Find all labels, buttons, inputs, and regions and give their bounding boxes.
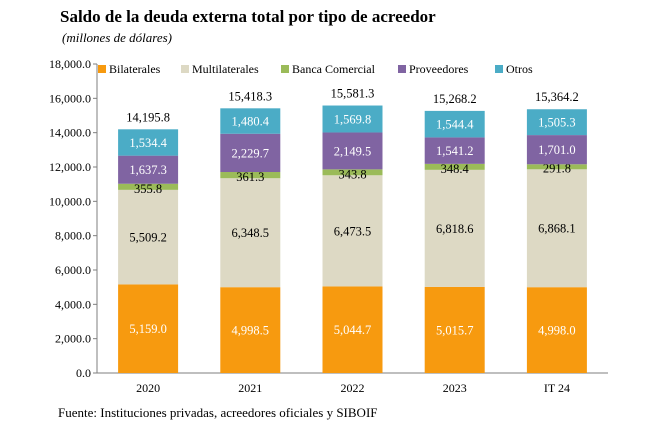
total-label: 15,364.2 [535, 90, 579, 104]
legend-label: Bilaterales [109, 62, 161, 76]
bar-segment [526, 164, 587, 170]
total-label: 15,268.2 [433, 92, 477, 106]
y-tick-label: 10,000.0 [49, 194, 91, 208]
legend-swatch [398, 65, 406, 73]
data-label: 1,480.4 [232, 115, 270, 129]
bar-segment [424, 110, 485, 138]
x-tick-label: 2020 [136, 381, 160, 395]
data-label: 1,569.8 [334, 112, 372, 126]
data-label: 355.8 [134, 182, 162, 196]
chart-subtitle: (millones de dólares) [62, 30, 172, 45]
bar-segment [118, 183, 179, 190]
y-tick-label: 4,000.0 [55, 297, 91, 311]
data-label: 6,473.5 [334, 224, 372, 238]
data-label: 6,818.6 [436, 222, 474, 236]
x-tick-label: 2022 [341, 381, 365, 395]
data-label: 5,015.7 [436, 323, 474, 337]
bar-segment [322, 132, 383, 170]
y-tick-label: 6,000.0 [55, 263, 91, 277]
bar-segment [526, 135, 587, 165]
legend-swatch [495, 65, 503, 73]
bar-segment [118, 189, 179, 285]
bar-segment [322, 169, 383, 176]
y-tick-label: 12,000.0 [49, 160, 91, 174]
y-tick-label: 8,000.0 [55, 229, 91, 243]
y-tick-label: 14,000.0 [49, 126, 91, 140]
bar-segment [322, 105, 383, 133]
bar-segment [220, 178, 281, 288]
legend-label: Proveedores [409, 62, 469, 76]
y-tick-label: 16,000.0 [49, 91, 91, 105]
bar-segment [322, 286, 383, 373]
chart-title: Saldo de la deuda externa total por tipo… [60, 7, 436, 26]
data-label: 1,534.4 [129, 136, 167, 150]
legend-label: Banca Comercial [292, 62, 376, 76]
legend-swatch [281, 65, 289, 73]
total-label: 15,581.3 [331, 87, 375, 101]
data-label: 1,541.2 [436, 144, 474, 158]
y-tick-label: 0.0 [76, 366, 91, 380]
data-label: 6,868.1 [538, 222, 576, 236]
bar-segment [526, 169, 587, 288]
bar-segment [424, 137, 485, 164]
bar-segment [424, 169, 485, 287]
chart-source: Fuente: Instituciones privadas, acreedor… [58, 405, 378, 420]
data-label: 1,544.4 [436, 118, 474, 132]
total-label: 15,418.3 [228, 89, 272, 103]
data-label: 348.4 [441, 162, 470, 176]
bar-segment [118, 284, 179, 373]
data-label: 2,149.5 [334, 144, 372, 158]
bar-segment [220, 133, 281, 173]
bar-segment [424, 286, 485, 373]
legend-swatch [98, 65, 106, 73]
data-label: 5,159.0 [129, 322, 167, 336]
data-label: 343.8 [338, 167, 366, 181]
data-label: 1,505.3 [538, 116, 576, 130]
legend-label: Multilaterales [192, 62, 259, 76]
y-tick-label: 2,000.0 [55, 332, 91, 346]
bar-segment [526, 287, 587, 373]
data-label: 1,637.3 [129, 163, 167, 177]
bar-segment [526, 109, 587, 136]
y-tick-label: 18,000.0 [49, 57, 91, 71]
data-label: 4,998.5 [232, 324, 270, 338]
bar-segment [322, 175, 383, 287]
total-label: 14,195.8 [126, 110, 170, 124]
x-tick-label: 2021 [238, 381, 262, 395]
bar-segment [118, 129, 179, 156]
data-label: 2,229.7 [232, 146, 270, 160]
bar-segment [424, 163, 485, 170]
x-tick-label: IT 24 [544, 381, 570, 395]
x-tick-label: 2023 [443, 381, 467, 395]
bar-segment [220, 172, 281, 179]
data-label: 6,348.5 [232, 226, 270, 240]
legend-label: Otros [506, 62, 533, 76]
bar-segment [220, 108, 281, 134]
data-label: 5,044.7 [334, 323, 372, 337]
data-label: 361.3 [236, 170, 264, 184]
data-label: 5,509.2 [129, 231, 167, 245]
legend-swatch [181, 65, 189, 73]
bar-segment [220, 287, 281, 373]
data-label: 291.8 [543, 161, 571, 175]
bar-segment [118, 155, 179, 184]
data-label: 4,998.0 [538, 324, 576, 338]
data-label: 1,701.0 [538, 143, 576, 157]
